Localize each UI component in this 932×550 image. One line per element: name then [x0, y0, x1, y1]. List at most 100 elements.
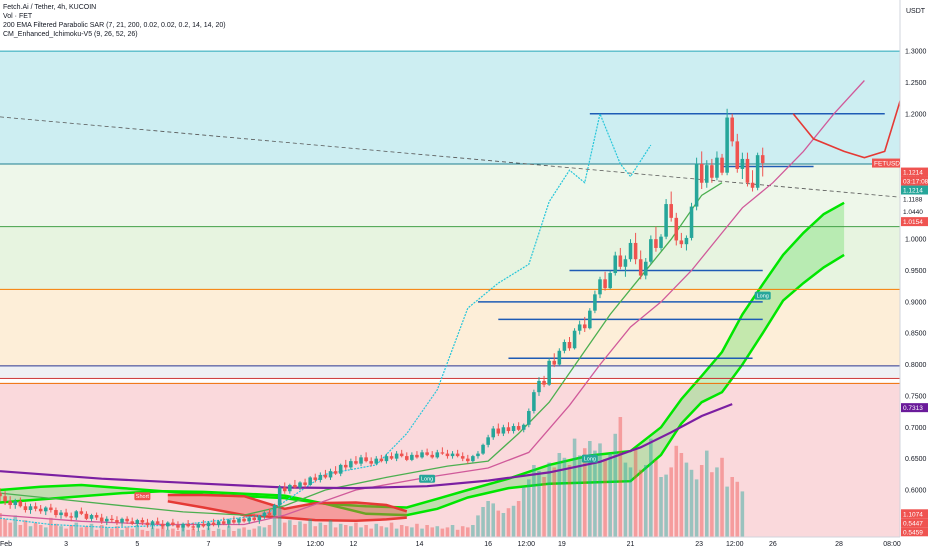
y-tick-label: 0.6500 [905, 456, 927, 463]
candle-body [491, 428, 495, 438]
candle-body [191, 526, 195, 528]
x-tick-label: 21 [627, 541, 635, 548]
candle-body [399, 453, 404, 457]
candle-body [460, 456, 465, 459]
candle-body [649, 239, 653, 262]
x-tick-label: Feb [0, 541, 12, 548]
signal-label-1: Long [421, 477, 433, 483]
candle-body [221, 521, 226, 524]
volume-bar [18, 525, 23, 537]
candle-body [562, 342, 567, 351]
volume-bar [49, 517, 53, 537]
x-tick-label: 14 [416, 541, 424, 548]
sar-indicator-label[interactable]: 200 EMA Filtered Parabolic SAR (7, 21, 2… [3, 22, 226, 29]
x-tick-label: 28 [835, 541, 843, 548]
volume-bar [196, 531, 201, 537]
volume-bar [247, 529, 251, 537]
time-axis[interactable]: Feb 3 5 7 9 12:00 12 14 16 12:00 19 21 23 12:00 26 28 08… [0, 536, 932, 550]
candle-body [288, 484, 292, 492]
volume-bar [659, 477, 663, 537]
candle-body [527, 410, 531, 425]
volume-bar [323, 525, 328, 537]
candle-body [354, 461, 358, 464]
volume-bar [166, 529, 170, 537]
volume-bar [298, 521, 302, 537]
candle-body [125, 518, 129, 522]
volume-bar [338, 523, 343, 537]
candle-body [593, 294, 597, 311]
ichimoku-indicator-label[interactable]: CM_Enhanced_Ichimoku-V5 (9, 26, 52, 26) [3, 31, 138, 38]
candle-body [425, 452, 429, 455]
candle-body [267, 512, 272, 516]
candle-body [455, 453, 460, 457]
volume-bar [562, 457, 567, 537]
candle-body [577, 324, 582, 331]
volume-bar [720, 457, 724, 537]
volume-bar [69, 525, 73, 537]
volume-bar [293, 525, 297, 537]
candle-body [659, 236, 663, 248]
volume-bar [145, 531, 150, 537]
volume-bar [521, 486, 526, 537]
candle-body [18, 501, 23, 507]
candle-body [481, 444, 485, 454]
volume-bar [303, 523, 307, 537]
volume-bar [384, 527, 389, 537]
x-tick-label: 08:00 [883, 541, 901, 548]
price-axis[interactable]: USDT1.30001.25001.20001.10001.00000.9500… [899, 0, 932, 550]
volume-bar [354, 522, 358, 537]
volume-bar [455, 529, 460, 537]
price-tag-bg-4 [901, 194, 928, 204]
candle-body [216, 521, 221, 526]
candle-body [105, 518, 109, 522]
price-tag-4: 1.1188 [903, 197, 923, 204]
price-tag-5: 1.0440 [903, 209, 923, 216]
volume-bar [13, 515, 18, 537]
volume-bar [59, 526, 63, 537]
volume-indicator-label[interactable]: Vol · FET [3, 13, 33, 20]
x-tick-label: 9 [278, 541, 282, 548]
candle-body [572, 330, 577, 349]
candle-body [618, 255, 623, 267]
x-tick-label: 23 [695, 541, 703, 548]
candle-body [369, 461, 373, 464]
candle-body [394, 453, 399, 459]
ema-200-line [0, 403, 733, 490]
candle-body [588, 310, 592, 329]
kumo-red-span-b [167, 500, 407, 522]
price-tag-bg-0 [872, 158, 900, 168]
price-tag-bg-1 [901, 167, 928, 177]
volume-bar [654, 460, 658, 537]
candle-body [166, 522, 170, 527]
candle-body [532, 392, 536, 411]
x-tick-label: 12 [349, 541, 357, 548]
volume-bar [8, 522, 12, 537]
volume-bar [471, 525, 475, 537]
candle-body [542, 380, 546, 385]
volume-bar [176, 531, 180, 537]
volume-bar [84, 526, 89, 537]
price-tag-bg-9 [901, 518, 928, 528]
pink-line [0, 80, 865, 526]
x-tick-label: 12:00 [306, 541, 324, 548]
candle-body [303, 482, 307, 485]
candle-body [557, 350, 562, 365]
volume-bar [0, 513, 2, 537]
candle-body [257, 516, 262, 521]
volume-bar [43, 527, 48, 537]
volume-bar [567, 465, 572, 537]
price-tag-bg-6 [901, 217, 928, 227]
volume-bar [710, 472, 714, 537]
volume-bar [160, 526, 165, 537]
volume-bar [23, 520, 28, 537]
candle-body [643, 261, 648, 276]
candle-body [186, 523, 190, 527]
candle-body [379, 458, 384, 462]
volume-bar [186, 529, 190, 537]
symbol-title[interactable]: Fetch.Ai / Tether, 4h, KUCOIN [3, 4, 97, 11]
candle-body [511, 426, 516, 432]
volume-bar [135, 525, 140, 537]
volume-bar [171, 528, 175, 537]
volume-bar [252, 528, 257, 537]
